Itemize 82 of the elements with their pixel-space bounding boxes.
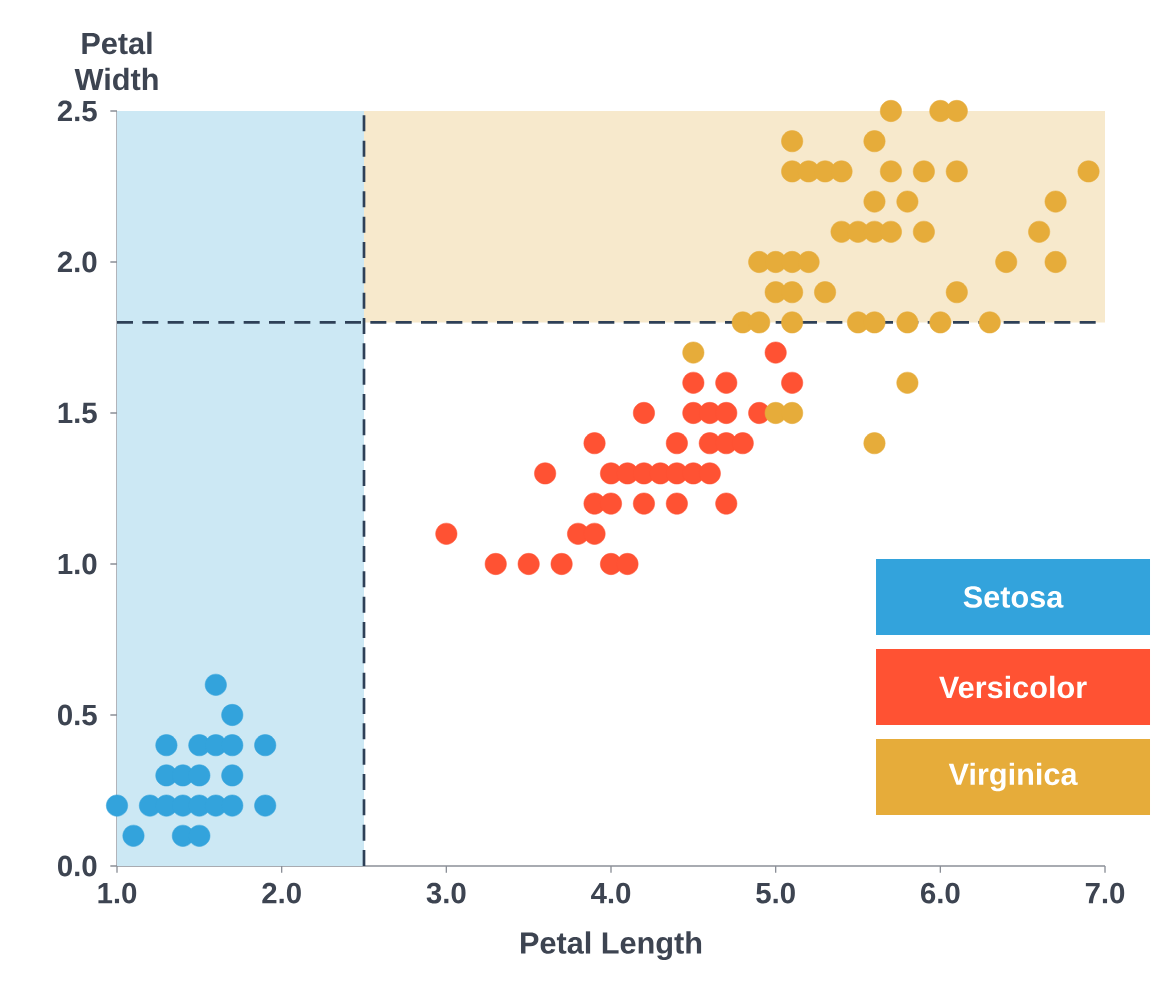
point <box>1044 190 1067 213</box>
point <box>945 160 968 183</box>
point <box>534 462 557 485</box>
point <box>106 794 128 817</box>
point <box>764 341 787 364</box>
point <box>929 311 952 334</box>
y-tick-label: 1.5 <box>58 402 97 424</box>
point <box>633 402 655 424</box>
x-axis-title: Petal Length <box>521 931 702 961</box>
point <box>781 371 804 394</box>
point <box>880 160 902 183</box>
point <box>155 734 178 757</box>
y-tick-label: 0.0 <box>58 855 97 877</box>
point <box>945 100 968 122</box>
point <box>863 432 886 455</box>
point <box>583 522 606 545</box>
point <box>221 794 244 817</box>
point <box>896 190 919 213</box>
point <box>665 432 688 455</box>
point <box>945 281 968 304</box>
point <box>188 824 211 847</box>
point <box>698 462 721 485</box>
y-tick-label: 2.5 <box>57 100 97 122</box>
point <box>1044 251 1067 273</box>
point <box>912 160 935 183</box>
point <box>863 130 886 153</box>
point <box>254 734 277 757</box>
y-tick-label: 2.0 <box>57 251 97 273</box>
point <box>517 553 540 575</box>
text: Virginica <box>948 762 1078 792</box>
point <box>550 553 573 575</box>
x-tick-label: 7.0 <box>1085 882 1125 904</box>
text: Setosa <box>963 586 1064 608</box>
point <box>715 371 738 394</box>
x-tick-label: 3.0 <box>426 882 466 904</box>
x-tick-label: 2.0 <box>262 882 301 904</box>
point <box>633 492 655 515</box>
point <box>1028 220 1051 243</box>
point <box>830 160 853 183</box>
point <box>814 281 837 304</box>
point <box>748 311 771 334</box>
text: Versicolor <box>939 675 1087 699</box>
point <box>435 522 458 545</box>
x-tick-label: 4.0 <box>591 882 631 904</box>
y-tick-label: 1.0 <box>58 553 97 575</box>
point <box>600 492 622 515</box>
point <box>880 100 902 122</box>
point <box>797 251 820 273</box>
point <box>254 794 277 817</box>
point <box>995 251 1018 273</box>
point <box>221 704 244 726</box>
x-tick-label: 1.0 <box>98 882 137 904</box>
x-tick-label: 5.0 <box>756 882 795 904</box>
point <box>880 220 902 243</box>
point <box>863 311 886 334</box>
point <box>781 130 804 153</box>
point <box>665 492 688 515</box>
y-tick-label: 0.5 <box>58 704 97 726</box>
point <box>781 311 804 334</box>
y-axis-title: Petal Width <box>74 31 158 91</box>
x-tick-label: 6.0 <box>921 882 960 904</box>
point <box>188 764 211 787</box>
point <box>896 371 919 394</box>
point <box>122 824 145 847</box>
point <box>221 764 244 787</box>
point <box>682 341 705 364</box>
point <box>978 311 1001 334</box>
point <box>682 371 705 394</box>
point <box>896 311 919 334</box>
point <box>484 553 507 575</box>
point <box>912 220 935 243</box>
point <box>616 553 639 575</box>
point <box>1077 160 1100 183</box>
point <box>863 190 886 213</box>
point <box>221 734 244 757</box>
point <box>781 402 804 424</box>
point <box>715 402 738 424</box>
point <box>781 281 804 304</box>
point <box>715 492 738 515</box>
point <box>204 673 227 696</box>
point <box>583 432 606 455</box>
point <box>731 432 754 455</box>
